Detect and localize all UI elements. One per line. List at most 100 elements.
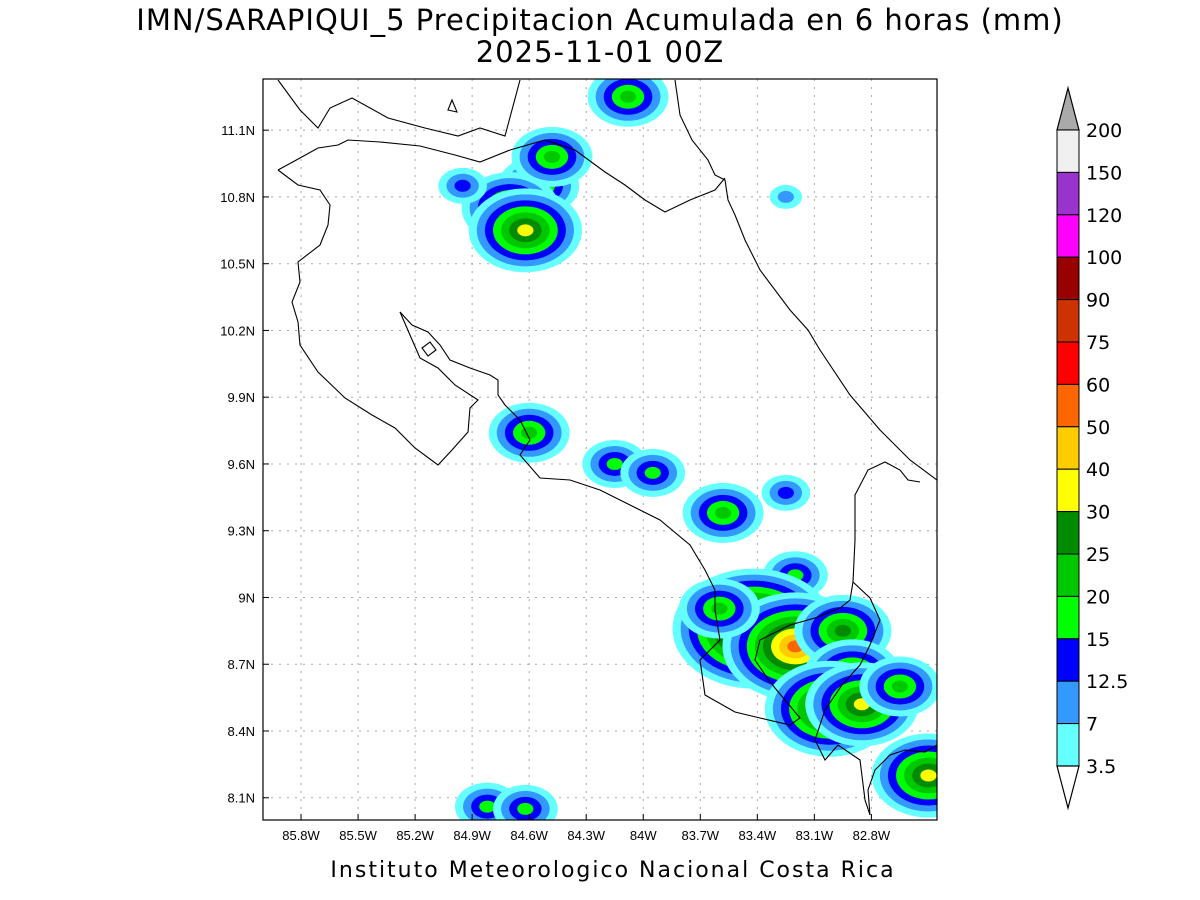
precipitation-field — [438, 79, 937, 820]
colorbar-swatch — [1056, 468, 1080, 513]
lake-nicaragua-shore — [277, 79, 521, 137]
border-costarica-panama — [852, 461, 921, 583]
precip-cell — [682, 482, 764, 543]
lat-tick-label: 8.7N — [228, 657, 255, 672]
lon-tick-label: 84.3W — [567, 828, 605, 843]
colorbar-label: 200 — [1086, 120, 1122, 142]
colorbar-swatch — [1056, 256, 1080, 301]
colorbar-under-arrow — [1056, 765, 1080, 811]
caribbean-coast — [674, 79, 937, 481]
colorbar-label: 15 — [1086, 629, 1110, 651]
colorbar-label: 25 — [1086, 544, 1110, 566]
precip-contour — [891, 680, 909, 693]
colorbar-label: 30 — [1086, 502, 1110, 524]
map-panel: 85.8W 85.5W 85.2W 84.9W 84.6W 84.3W 84W 83.7W 83… — [220, 78, 938, 843]
institution-credit: Instituto Meteorologico Nacional Costa R… — [330, 858, 895, 883]
precip-cell — [468, 188, 583, 273]
colorbar-swatch — [1056, 171, 1080, 216]
colorbar-legend: 200 150 120 100 90 75 60 50 40 30 25 20 15 12.5 7 3.5 — [1056, 85, 1128, 811]
precip-contour — [777, 190, 794, 203]
lon-tick-label: 83.1W — [796, 828, 834, 843]
colorbar-swatch — [1056, 299, 1080, 343]
colorbar-swatch — [1056, 129, 1080, 173]
lat-tick-label: 10.2N — [220, 323, 255, 338]
colorbar-label: 150 — [1086, 162, 1122, 184]
colorbar-swatch — [1056, 426, 1080, 470]
lon-tick-label: 83.7W — [682, 828, 720, 843]
precip-contour — [715, 506, 732, 519]
precip-contour — [920, 769, 937, 782]
colorbar-label: 60 — [1086, 374, 1110, 396]
colorbar-swatch — [1056, 595, 1080, 640]
colorbar-swatch — [1056, 511, 1080, 555]
colorbar-label: 40 — [1086, 459, 1110, 481]
colorbar-label: 75 — [1086, 332, 1110, 354]
lat-tick-label: 10.5N — [220, 257, 255, 272]
colorbar-swatch — [1056, 553, 1080, 597]
precip-contour — [521, 426, 538, 439]
colorbar-swatch — [1056, 341, 1080, 385]
lon-tick-label: 83.4W — [739, 828, 777, 843]
graticule-grid — [263, 79, 937, 820]
pacific-coast-central — [399, 311, 854, 726]
precip-contour — [619, 90, 637, 103]
colorbar-label: 100 — [1086, 247, 1122, 269]
map-title-line2: 2025-11-01 00Z — [476, 35, 725, 69]
pacific-coast-south — [814, 581, 881, 816]
lat-tick-label: 8.1N — [228, 791, 255, 806]
panama-pacific-coast — [867, 744, 937, 816]
lat-tick-label: 9.6N — [228, 457, 255, 472]
lon-tick-label: 84.9W — [453, 828, 491, 843]
lon-tick-label: 85.2W — [396, 828, 434, 843]
lat-tick-label: 9N — [238, 590, 255, 605]
colorbar-label: 20 — [1086, 586, 1110, 608]
precip-contour — [479, 800, 496, 813]
gulf-nicoya-island — [421, 341, 437, 357]
precip-cell — [871, 733, 937, 818]
lat-tick-label: 9.9N — [228, 390, 255, 405]
lon-tick-label: 85.5W — [339, 828, 377, 843]
lon-tick-label: 84W — [630, 828, 657, 843]
precip-cell — [620, 448, 686, 497]
precip-cell — [438, 167, 487, 204]
precip-contour — [606, 457, 623, 470]
lat-tick-label: 9.3N — [228, 524, 255, 539]
lat-tick-label: 10.8N — [220, 190, 255, 205]
precip-cell — [769, 184, 803, 209]
map-frame — [262, 78, 938, 821]
latitude-ticks: 11.1N 10.8N 10.5N 10.2N 9.9N 9.6N 9.3N 9N 8.7N 8.… — [220, 123, 269, 806]
lon-tick-label: 84.6W — [510, 828, 548, 843]
precip-contour — [711, 602, 728, 615]
coastline-borders — [277, 79, 937, 816]
colorbar-swatch — [1056, 383, 1080, 428]
precip-cell — [492, 784, 558, 820]
lat-tick-label: 11.1N — [221, 123, 255, 138]
lon-tick-label: 82.8W — [853, 828, 891, 843]
map-title-line1: IMN/SARAPIQUI_5 Precipitacion Acumulada … — [136, 3, 1063, 37]
colorbar-over-arrow — [1056, 85, 1080, 131]
precip-contour — [644, 466, 661, 479]
colorbar-swatch — [1056, 723, 1080, 767]
precip-contour — [543, 150, 561, 163]
precip-contour — [454, 179, 471, 192]
colorbar-swatch — [1056, 638, 1080, 682]
pacific-coast-guanacaste — [277, 169, 479, 466]
precip-contour — [834, 624, 851, 637]
precip-cell — [678, 578, 760, 639]
precip-cell — [859, 656, 937, 717]
colorbar-swatch — [1056, 680, 1080, 725]
precip-cell — [761, 474, 811, 511]
precip-contour — [517, 224, 534, 237]
colorbar-label: 3.5 — [1086, 756, 1116, 778]
precip-contour — [777, 486, 794, 499]
precip-cell — [587, 79, 669, 127]
longitude-ticks: 85.8W 85.5W 85.2W 84.9W 84.6W 84.3W 84W 83.7W 83… — [282, 814, 891, 843]
lake-nicaragua-island — [447, 98, 458, 113]
precip-cell — [488, 402, 570, 463]
precip-cell — [511, 126, 593, 187]
colorbar-label: 120 — [1086, 205, 1122, 227]
colorbar-label: 12.5 — [1086, 671, 1128, 693]
colorbar-swatch — [1056, 214, 1080, 258]
colorbar-label: 50 — [1086, 417, 1110, 439]
